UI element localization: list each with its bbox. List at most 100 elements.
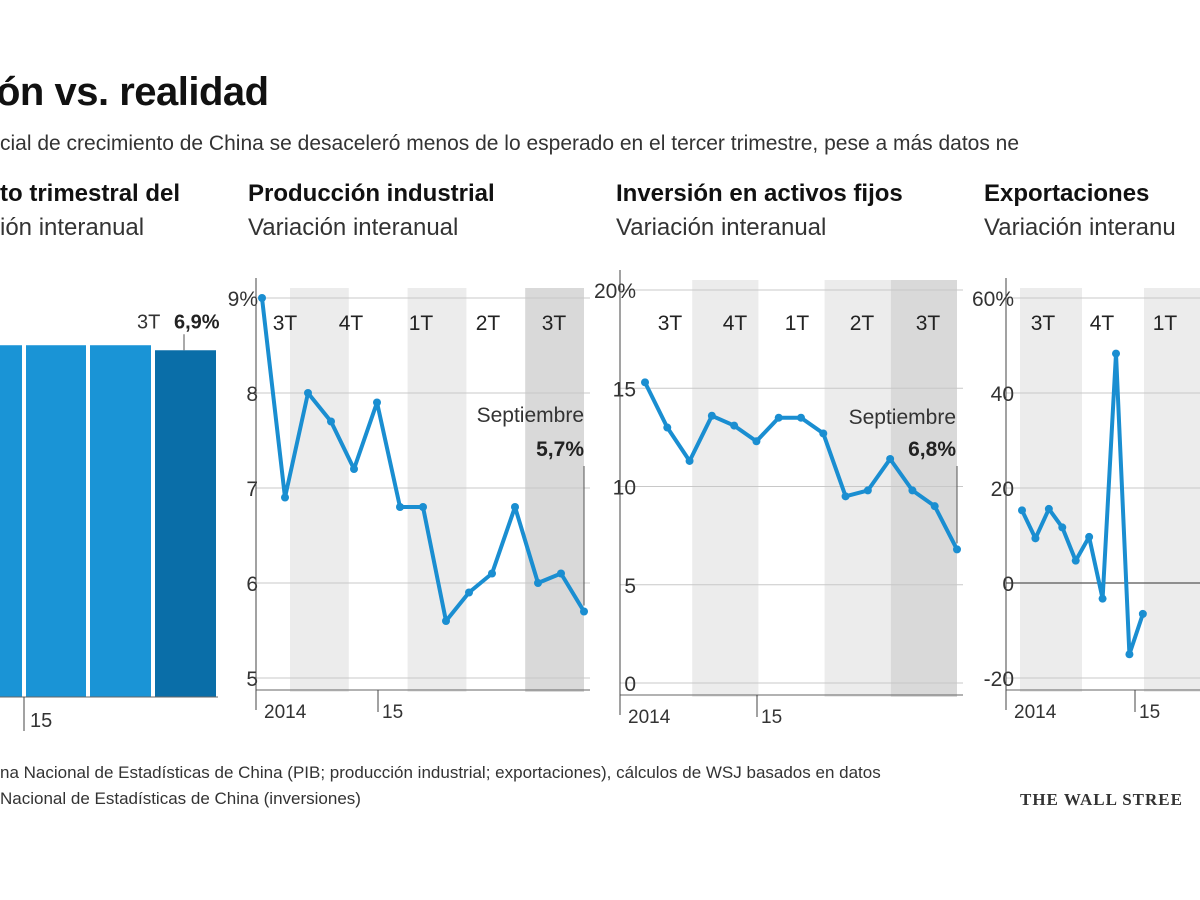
data-point-industrial (419, 503, 427, 511)
data-point-exports (1138, 609, 1147, 618)
y-tick-label-investment: 5 (624, 575, 636, 598)
annotation-label-investment: Septiembre (849, 406, 956, 429)
x-label-exports: 15 (1139, 702, 1160, 723)
data-point-investment (774, 413, 783, 422)
chart-subtitle: cial de crecimiento de China se desacele… (0, 132, 1020, 155)
annotation-value-investment: 6,8% (908, 438, 956, 461)
data-point-industrial (580, 607, 588, 616)
gdp-bar (90, 345, 151, 697)
panel-exports: Exportaciones Variación interanu (984, 180, 1176, 242)
x-label-industrial: 15 (382, 702, 403, 723)
data-point-industrial (511, 503, 519, 511)
quarter-label-industrial: 4T (339, 312, 364, 335)
source-line-2: Nacional de Estadísticas de China (inver… (0, 789, 361, 808)
y-tick-label-exports: 0 (1002, 573, 1014, 596)
x-label-exports: 2014 (1014, 702, 1057, 723)
data-point-investment (953, 545, 961, 554)
y-tick-label-industrial: 5 (246, 668, 258, 691)
data-point-investment (685, 456, 694, 465)
panel-gdp-subtitle: ión interanual (0, 214, 145, 241)
data-point-industrial (281, 493, 289, 502)
data-point-investment (930, 502, 939, 511)
quarter-label-industrial: 3T (273, 312, 298, 335)
gdp-annotation-value: 6,9% (174, 311, 220, 333)
panel-gdp-title: to trimestral del (0, 180, 181, 207)
data-point-industrial (465, 588, 473, 597)
data-point-industrial (373, 398, 381, 407)
y-tick-label-investment: 0 (624, 673, 636, 696)
y-tick-label-industrial: 6 (246, 573, 258, 596)
gdp-annotation-label: 3T (137, 311, 160, 333)
source-line-1: na Nacional de Estadísticas de China (PI… (0, 763, 881, 782)
data-point-exports (1112, 349, 1120, 358)
x-label-industrial: 2014 (264, 702, 307, 723)
y-tick-label-investment: 10 (613, 477, 636, 500)
data-point-industrial (304, 389, 312, 397)
panel-exports-title: Exportaciones (984, 180, 1150, 207)
data-point-investment (819, 429, 828, 438)
chart-title: ón vs. realidad (0, 70, 269, 114)
data-point-industrial (557, 569, 565, 578)
y-tick-label-exports: -20 (984, 668, 1014, 691)
data-point-industrial (327, 417, 335, 426)
y-tick-label-investment: 20% (594, 280, 636, 303)
y-tick-label-industrial: 8 (246, 383, 258, 406)
quarter-label-investment: 1T (785, 312, 810, 335)
quarter-label-exports: 1T (1153, 312, 1178, 335)
y-tick-label-exports: 40 (991, 383, 1014, 406)
y-tick-label-investment: 15 (613, 378, 636, 401)
publisher-logo: THE WALL STREE (1020, 790, 1183, 809)
series-line-exports (1020, 351, 1145, 657)
panel-industrial-subtitle: Variación interanual (248, 214, 459, 241)
data-point-investment (641, 378, 649, 387)
data-point-industrial (534, 579, 542, 587)
quarter-label-industrial: 3T (542, 312, 567, 335)
shade-band-industrial (407, 288, 467, 692)
data-point-industrial (258, 294, 266, 302)
data-point-exports (1085, 532, 1094, 541)
data-point-exports (1031, 534, 1040, 543)
data-point-industrial (350, 465, 358, 473)
panel-gdp: to trimestral del ión interanual (0, 180, 225, 242)
data-point-investment (841, 492, 850, 501)
shade-band-industrial (525, 288, 584, 692)
panel-investment-subtitle: Variación interanual (616, 214, 827, 241)
data-point-industrial (442, 617, 450, 625)
data-point-industrial (396, 503, 404, 511)
y-tick-label-exports: 60% (972, 288, 1014, 311)
source-note: na Nacional de Estadísticas de China (PI… (0, 760, 881, 812)
panel-industrial: Producción industrial Variación interanu… (248, 180, 495, 242)
panel-investment: Inversión en activos fijos Variación int… (616, 180, 903, 242)
panel-investment-title: Inversión en activos fijos (616, 180, 903, 207)
y-tick-label-industrial: 9% (228, 288, 258, 311)
x-label-investment: 15 (761, 707, 782, 728)
data-point-investment (707, 411, 716, 420)
shade-band-industrial (290, 288, 349, 692)
quarter-label-exports: 3T (1031, 312, 1056, 335)
data-point-industrial (488, 569, 496, 578)
panel-industrial-title: Producción industrial (248, 180, 495, 207)
data-point-investment (886, 454, 895, 463)
data-point-investment (908, 486, 917, 495)
shade-band-investment (692, 280, 759, 697)
quarter-label-industrial: 1T (409, 312, 434, 335)
data-point-investment (863, 486, 872, 495)
gdp-bar (155, 350, 216, 697)
data-point-exports (1071, 556, 1080, 565)
shade-band-investment (824, 280, 891, 697)
data-point-exports (1018, 506, 1026, 515)
quarter-label-investment: 3T (658, 312, 683, 335)
gdp-bar (26, 345, 86, 697)
gdp-bar (0, 345, 22, 697)
gdp-x-tick-label: 15 (30, 710, 52, 732)
data-point-exports (1058, 523, 1067, 532)
data-point-investment (730, 421, 739, 430)
data-point-exports (1044, 504, 1053, 513)
y-tick-label-industrial: 7 (246, 478, 258, 501)
quarter-label-exports: 4T (1090, 312, 1115, 335)
quarter-label-investment: 3T (916, 312, 941, 335)
data-point-investment (663, 423, 672, 432)
panel-exports-subtitle: Variación interanu (984, 214, 1176, 241)
data-point-exports (1125, 650, 1134, 659)
